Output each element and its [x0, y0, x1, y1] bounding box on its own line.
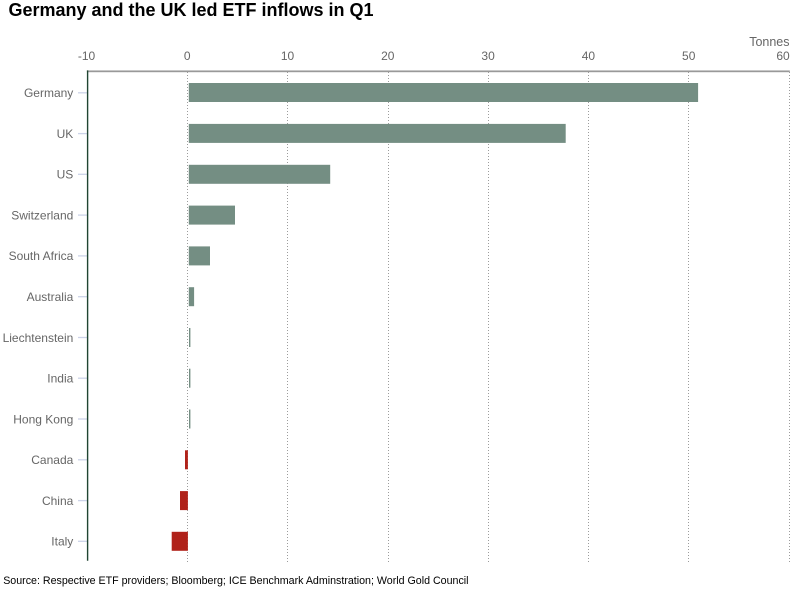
- svg-text:50: 50: [682, 49, 696, 63]
- svg-text:South Africa: South Africa: [9, 249, 74, 263]
- svg-text:Italy: Italy: [51, 535, 73, 549]
- svg-text:India: India: [47, 372, 73, 386]
- svg-text:China: China: [42, 494, 74, 508]
- svg-text:Source: Respective ETF provide: Source: Respective ETF providers; Bloomb…: [3, 575, 468, 587]
- svg-text:10: 10: [281, 49, 295, 63]
- svg-text:Germany and the UK led ETF inf: Germany and the UK led ETF inflows in Q1: [9, 0, 374, 20]
- svg-text:Switzerland: Switzerland: [11, 208, 73, 222]
- svg-text:Liechtenstein: Liechtenstein: [3, 331, 74, 345]
- svg-text:Hong Kong: Hong Kong: [13, 412, 73, 426]
- svg-text:Canada: Canada: [31, 453, 73, 467]
- svg-text:US: US: [57, 168, 74, 182]
- svg-text:UK: UK: [57, 127, 74, 141]
- svg-text:0: 0: [184, 49, 191, 63]
- svg-text:Australia: Australia: [27, 290, 74, 304]
- svg-text:Germany: Germany: [24, 86, 73, 100]
- svg-text:60: 60: [776, 49, 790, 63]
- svg-text:40: 40: [582, 49, 596, 63]
- svg-text:20: 20: [381, 49, 395, 63]
- svg-text:Tonnes: Tonnes: [749, 35, 789, 49]
- svg-text:-10: -10: [78, 49, 96, 63]
- svg-text:30: 30: [481, 49, 495, 63]
